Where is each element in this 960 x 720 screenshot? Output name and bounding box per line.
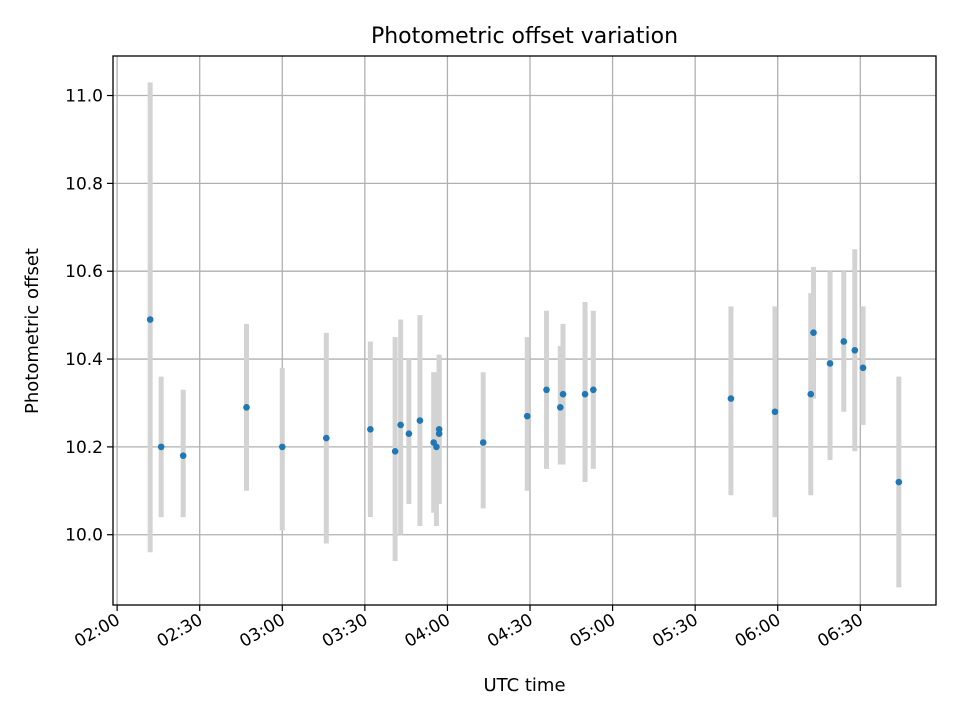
- data-point: [146, 316, 154, 323]
- y-tick-label: 11.0: [65, 87, 103, 107]
- y-tick-label: 10.8: [65, 174, 103, 194]
- data-point: [581, 390, 589, 398]
- data-point: [771, 408, 779, 416]
- data-point: [727, 395, 735, 402]
- y-tick-label: 10.4: [65, 350, 103, 370]
- data-point: [840, 338, 848, 345]
- grid: [113, 56, 936, 605]
- data-point: [543, 386, 550, 394]
- chart-title: Photometric offset variation: [371, 24, 678, 49]
- data-point: [810, 329, 817, 336]
- data-point: [559, 390, 567, 398]
- y-tick-label: 10.6: [65, 262, 103, 282]
- data-point: [397, 421, 404, 429]
- x-axis-label: UTC time: [483, 675, 565, 696]
- data-point: [859, 364, 867, 372]
- plot-frame: [112, 55, 937, 606]
- data-point: [851, 346, 859, 354]
- data-point: [157, 443, 165, 451]
- data-point: [278, 443, 286, 451]
- y-axis-label: Photometric offset: [22, 248, 43, 414]
- data-point: [405, 430, 413, 438]
- data-point: [826, 360, 834, 367]
- data-point: [416, 417, 424, 424]
- data-point: [367, 426, 374, 433]
- data-point: [556, 404, 564, 411]
- data-point: [391, 447, 399, 455]
- data-point: [807, 390, 815, 398]
- data-point: [323, 434, 330, 442]
- data-point: [243, 404, 250, 411]
- y-tick-label: 10.2: [65, 438, 103, 458]
- data-point: [433, 443, 440, 451]
- y-tick-label: 10.0: [65, 526, 103, 546]
- data-point: [590, 386, 597, 394]
- data-points: [146, 316, 903, 486]
- data-point: [895, 478, 903, 486]
- data-point: [435, 430, 443, 438]
- data-point: [523, 412, 531, 420]
- data-point: [179, 452, 187, 459]
- data-point: [479, 439, 487, 446]
